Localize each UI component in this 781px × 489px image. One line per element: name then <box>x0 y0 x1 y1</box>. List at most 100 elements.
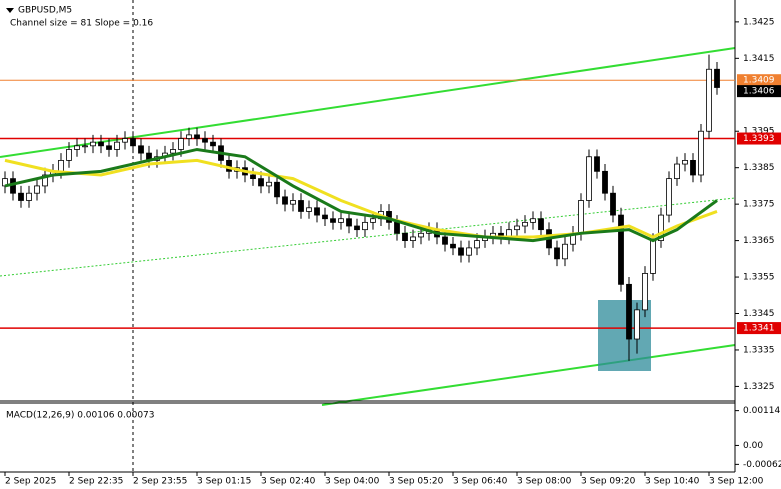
candle-body <box>682 159 688 165</box>
candle-body <box>74 145 80 150</box>
candle-body <box>666 178 672 216</box>
macd-tick-label: 0.00 <box>743 441 763 451</box>
candle-body <box>330 218 336 223</box>
candle-body <box>130 138 136 147</box>
candle-body <box>306 207 312 212</box>
y-tick-label: 1.3415 <box>743 54 775 64</box>
y-tick-label: 1.3325 <box>743 382 775 392</box>
candle-body <box>322 214 328 220</box>
current-price-label: 1.3406 <box>743 87 775 97</box>
x-tick-label: 3 Sep 10:40 <box>645 477 700 487</box>
candle-body <box>442 236 448 245</box>
candle-body <box>114 141 120 150</box>
candle-body <box>170 149 176 154</box>
y-tick-label: 1.3425 <box>743 17 775 27</box>
candle-body <box>202 138 208 143</box>
candle-body <box>458 247 464 256</box>
candle-body <box>18 192 24 201</box>
level-label: 1.3393 <box>743 134 775 144</box>
current-price-bg <box>737 85 781 98</box>
candle-body <box>346 218 352 227</box>
candle-body <box>186 134 192 139</box>
candle-body <box>338 218 344 223</box>
candle-body <box>362 221 368 231</box>
x-tick-label: 3 Sep 09:20 <box>581 477 636 487</box>
highlight-box <box>598 300 651 371</box>
x-tick-label: 3 Sep 08:00 <box>517 477 572 487</box>
candle-body <box>370 218 376 223</box>
candle-body <box>650 240 656 274</box>
macd-tick-label: 0.00114 <box>743 406 780 416</box>
channel-lower <box>321 344 736 406</box>
candle-body <box>554 247 560 260</box>
y-tick-label: 1.3395 <box>743 127 775 137</box>
x-tick-label: 2 Sep 2025 <box>5 477 56 487</box>
x-tick-label: 3 Sep 05:20 <box>389 477 444 487</box>
level-label: 1.3341 <box>743 324 775 334</box>
candle-body <box>82 145 88 148</box>
candle-body <box>610 192 616 216</box>
candle-body <box>90 141 96 147</box>
candle-body <box>706 68 712 132</box>
candle-body <box>674 163 680 180</box>
candle-body <box>194 134 200 139</box>
candle-body <box>42 174 48 187</box>
y-tick-label: 1.3345 <box>743 309 775 319</box>
candle-body <box>714 68 720 88</box>
macd-label: MACD(12,26,9) 0.00106 0.00073 <box>6 411 155 421</box>
candle-body <box>522 221 528 227</box>
candle-body <box>602 170 608 194</box>
candle-body <box>258 178 264 187</box>
candle-body <box>594 156 600 172</box>
candle-body <box>410 236 416 241</box>
candle-body <box>466 247 472 256</box>
candle-body <box>138 145 144 154</box>
candle-body <box>58 159 64 172</box>
y-tick-label: 1.3375 <box>743 200 775 210</box>
x-tick-label: 2 Sep 22:35 <box>69 477 123 487</box>
level-label: 1.3409 <box>743 76 775 86</box>
candle-body <box>122 138 128 143</box>
candle-body <box>538 218 544 231</box>
menu-icon[interactable] <box>6 8 14 13</box>
candle-body <box>690 159 696 176</box>
candle-body <box>394 221 400 234</box>
candle-body <box>530 218 536 223</box>
x-tick-label: 3 Sep 12:00 <box>709 477 764 487</box>
candle-body <box>586 156 592 201</box>
candle-body <box>626 283 632 340</box>
level-label-bg <box>737 132 781 145</box>
candle-body <box>314 207 320 216</box>
level-label-bg <box>737 74 781 87</box>
moving-average <box>4 147 718 243</box>
candle-body <box>266 181 272 187</box>
candle-body <box>562 243 568 260</box>
candle-body <box>274 181 280 198</box>
x-tick-label: 3 Sep 06:40 <box>453 477 508 487</box>
candle-body <box>98 141 104 147</box>
decorations <box>0 0 736 474</box>
y-tick-label: 1.3365 <box>743 236 775 246</box>
candle-body <box>658 214 664 241</box>
candle-body <box>418 232 424 238</box>
candle-body <box>354 225 360 231</box>
candle-body <box>34 185 40 194</box>
y-tick-label: 1.3335 <box>743 345 775 355</box>
y-tick-label: 1.3385 <box>743 163 775 173</box>
candle-body <box>298 200 304 212</box>
candle-body <box>66 149 72 161</box>
candle-body <box>578 200 584 234</box>
candle-body <box>250 174 256 180</box>
candle-body <box>450 243 456 249</box>
chart-subtitle: Channel size = 81 Slope = 0.16 <box>10 19 153 29</box>
candle-body <box>698 130 704 176</box>
candle-body <box>290 200 296 205</box>
x-tick-label: 3 Sep 02:40 <box>261 477 316 487</box>
candle-body <box>210 141 216 147</box>
candle-body <box>618 214 624 285</box>
candle-body <box>634 309 640 340</box>
level-label-bg <box>737 322 781 335</box>
x-tick-label: 3 Sep 01:15 <box>197 477 251 487</box>
